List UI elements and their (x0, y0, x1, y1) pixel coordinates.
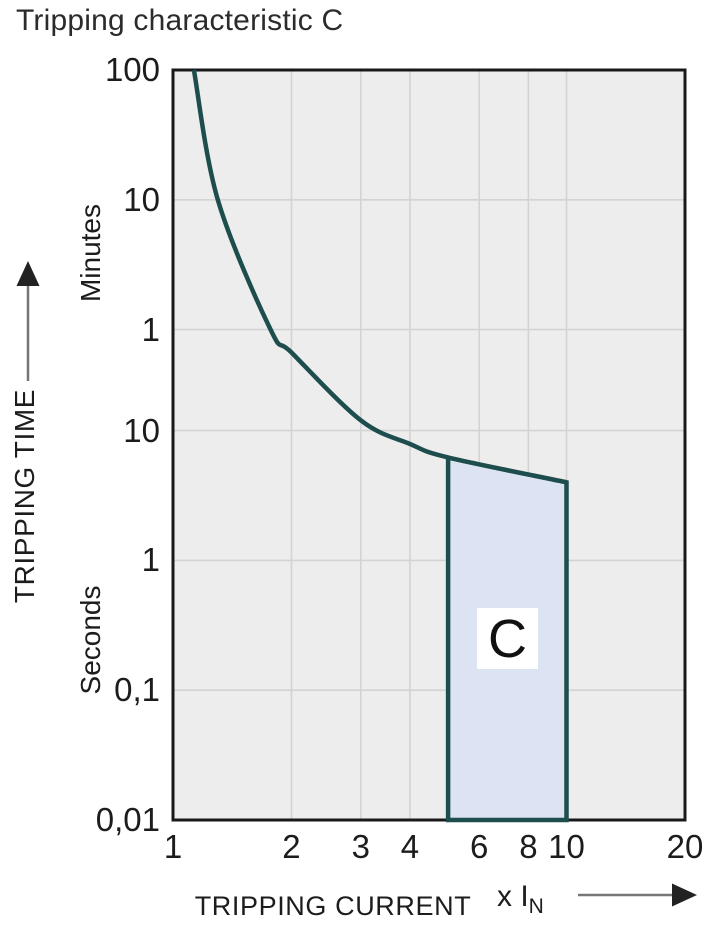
x-tick-label: 1 (163, 828, 183, 865)
x-tick-label: 20 (666, 828, 704, 865)
y-tick-label: 10 (123, 411, 160, 449)
y-tick-label: 0,1 (114, 671, 160, 709)
trip-curve (191, 69, 567, 485)
plot-border (171, 68, 687, 822)
region-label-box: C (477, 608, 538, 669)
x-tick-label: 4 (400, 828, 420, 865)
y-tick-label: 100 (104, 51, 160, 88)
x-axis-unit-subscript: N (528, 895, 544, 918)
y-axis-arrow-icon (16, 261, 40, 381)
x-tick-label: 2 (282, 828, 301, 865)
y-tick-label: 1 (141, 541, 160, 579)
y-tick-label: 1 (141, 310, 160, 348)
x-tick-label: 8 (519, 828, 538, 865)
x-axis-arrow-icon (578, 883, 697, 907)
y-axis-title: TRIPPING TIME (9, 388, 40, 604)
x-tick-label: 3 (351, 828, 370, 865)
chart-title: Tripping characteristic C (16, 4, 344, 37)
plot-area (173, 70, 685, 820)
x-tick-label: 10 (548, 828, 585, 865)
y-tick-label: 10 (123, 180, 160, 218)
y-tick-label: 0,01 (95, 801, 160, 838)
x-axis-unit: x IN (497, 880, 544, 917)
x-axis-title: TRIPPING CURRENT (194, 891, 472, 921)
region-label: C (488, 608, 527, 669)
x-tick-label: 6 (470, 828, 489, 865)
x-axis-unit-symbol: x I (497, 880, 529, 913)
